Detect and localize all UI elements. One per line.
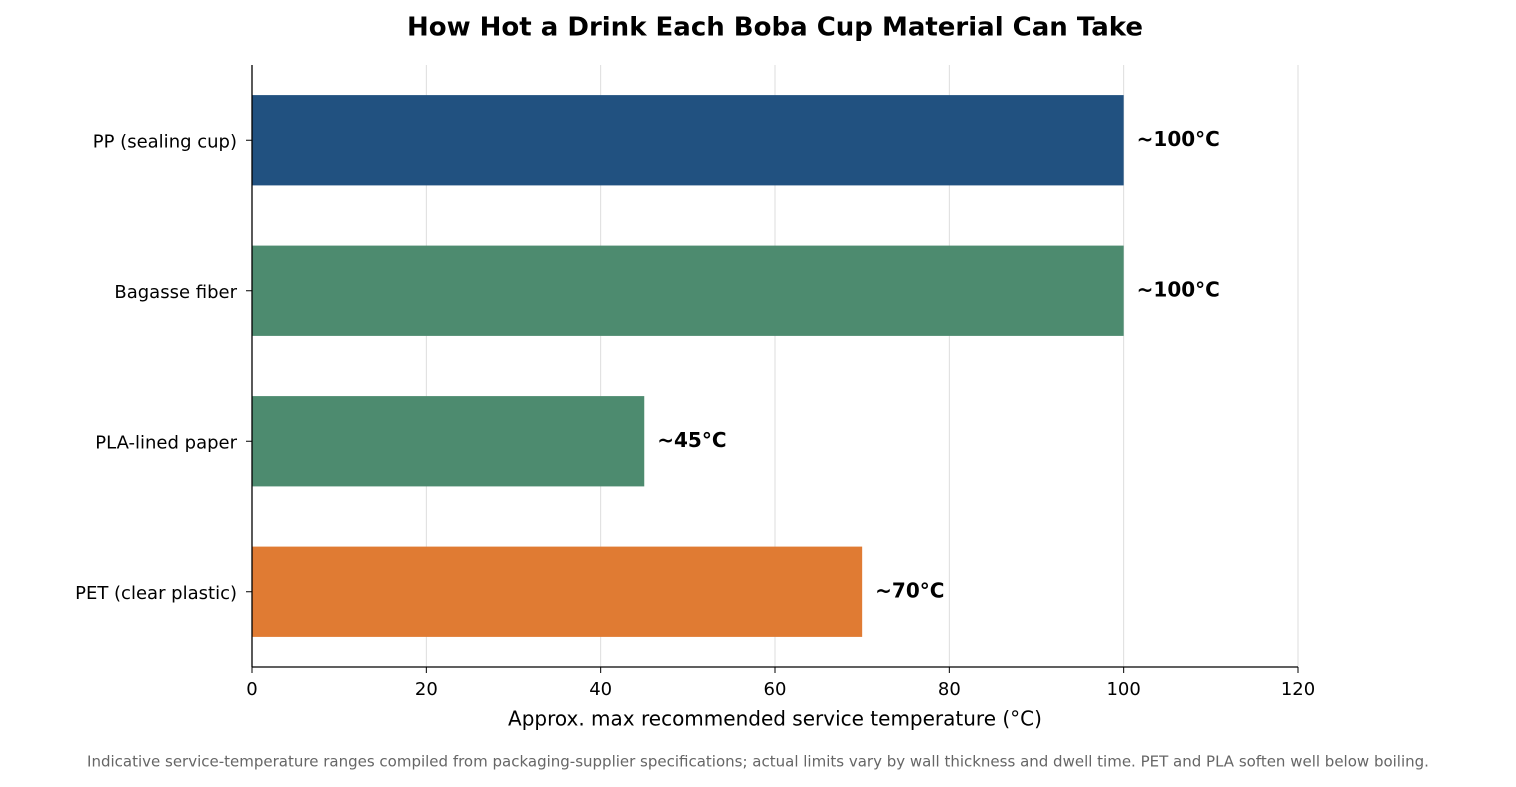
bar	[252, 95, 1124, 186]
value-label: ~70°C	[875, 578, 944, 602]
x-tick-label: 60	[764, 679, 787, 700]
y-tick-label: PET (clear plastic)	[75, 583, 237, 604]
y-tick-label: Bagasse fiber	[114, 282, 237, 303]
chart-title: How Hot a Drink Each Boba Cup Material C…	[407, 13, 1143, 43]
footnote: Indicative service-temperature ranges co…	[87, 753, 1429, 771]
value-label: ~100°C	[1137, 277, 1220, 301]
x-axis-label: Approx. max recommended service temperat…	[508, 707, 1042, 731]
x-tick-label: 80	[938, 679, 961, 700]
x-tick-label: 100	[1106, 679, 1140, 700]
y-tick-label: PLA-lined paper	[95, 432, 237, 453]
x-tick-label: 0	[246, 679, 257, 700]
x-tick-label: 40	[589, 679, 612, 700]
bar	[252, 546, 863, 637]
y-tick-label: PP (sealing cup)	[93, 131, 237, 152]
value-label: ~100°C	[1137, 127, 1220, 151]
bar	[252, 396, 645, 487]
x-tick-label: 120	[1281, 679, 1315, 700]
x-tick-label: 20	[415, 679, 438, 700]
bar	[252, 245, 1124, 336]
value-label: ~45°C	[657, 428, 726, 452]
